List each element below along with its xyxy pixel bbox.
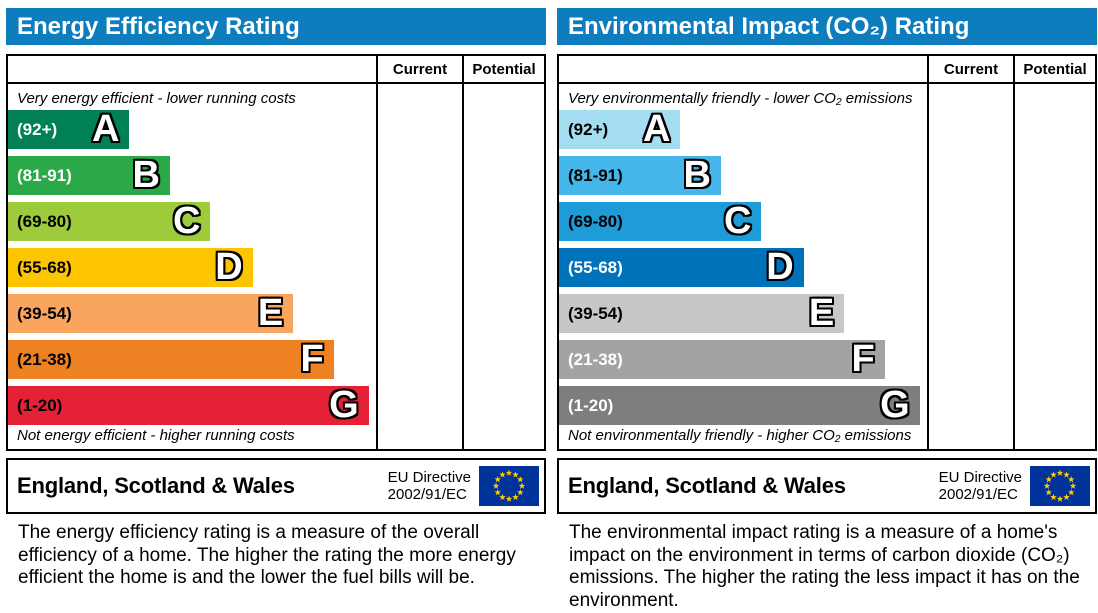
potential-column-header: Potential	[462, 56, 544, 82]
rating-band-g: (1-20) G	[8, 386, 369, 425]
environmental-bottom-caption: Not environmentally friendly - higher CO…	[568, 427, 912, 444]
band-range-label: (81-91)	[568, 165, 623, 185]
environmental-band-chart: Very environmentally friendly - lower CO…	[559, 84, 927, 449]
eu-directive-label: EU Directive 2002/91/EC	[388, 469, 471, 504]
rating-band-c: (69-80) C	[559, 200, 762, 242]
table-corner-cell	[559, 56, 927, 82]
band-letter: C	[723, 200, 752, 242]
environmental-top-caption: Very environmentally friendly - lower CO…	[568, 90, 913, 107]
energy-efficiency-panel: Energy Efficiency Rating Current Potenti…	[6, 8, 546, 612]
rating-band-e: (39-54) E	[559, 292, 845, 334]
energy-potential-value-cell	[462, 84, 544, 449]
band-range-label: (21-38)	[17, 349, 72, 369]
band-range-label: (69-80)	[17, 211, 72, 231]
energy-region-footer: England, Scotland & Wales EU Directive 2…	[6, 458, 546, 514]
eu-directive-line2: 2002/91/EC	[938, 486, 1018, 503]
eu-flag-svg	[479, 466, 539, 506]
eu-directive-line1: EU Directive	[387, 468, 471, 486]
potential-column-header: Potential	[1013, 56, 1095, 82]
rating-band-a: (92+) A	[559, 108, 681, 150]
environmental-potential-value-cell	[1013, 84, 1095, 449]
rating-band-a: (92+) A	[8, 108, 130, 150]
eu-directive-line2: 2002/91/EC	[387, 486, 467, 503]
environmental-rating-bands: (92+) A (81-91) B (69-80) C (55-68) D (3…	[559, 110, 927, 425]
eu-directive-label: EU Directive 2002/91/EC	[939, 469, 1022, 504]
band-letter: A	[91, 108, 120, 150]
energy-table-header-row: Current Potential	[8, 56, 544, 84]
eu-flag-svg	[1030, 466, 1090, 506]
rating-band-e: (39-54) E	[8, 292, 294, 334]
band-letter: A	[642, 108, 671, 150]
band-range-label: (39-54)	[568, 303, 623, 323]
environmental-table-body: Very environmentally friendly - lower CO…	[559, 84, 1095, 449]
energy-current-value-cell	[376, 84, 462, 449]
band-letter: C	[172, 200, 201, 242]
rating-band-f: (21-38) F	[559, 340, 885, 379]
energy-description-text: The energy efficiency rating is a measur…	[18, 522, 516, 588]
environmental-table-header-row: Current Potential	[559, 56, 1095, 84]
band-range-label: (1-20)	[568, 395, 614, 415]
table-corner-cell	[8, 56, 376, 82]
band-letter: B	[683, 154, 711, 196]
environmental-rating-table: Current Potential Very environmentally f…	[557, 54, 1097, 451]
band-range-label: (69-80)	[568, 211, 623, 231]
rating-band-f: (21-38) F	[8, 340, 334, 379]
band-range-label: (92+)	[568, 119, 609, 139]
band-letter: E	[257, 292, 284, 334]
region-label: England, Scotland & Wales	[17, 473, 295, 498]
environmental-panel-title: Environmental Impact (CO₂) Rating	[557, 8, 1097, 45]
rating-band-b: (81-91) B	[559, 156, 721, 195]
current-column-header: Current	[376, 56, 462, 82]
rating-band-g: (1-20) G	[559, 386, 920, 425]
rating-band-b: (81-91) B	[8, 156, 170, 195]
band-letter: G	[880, 384, 910, 426]
energy-bottom-caption: Not energy efficient - higher running co…	[17, 427, 295, 444]
rating-band-d: (55-68) D	[559, 248, 804, 287]
eu-flag-icon	[1030, 466, 1090, 506]
energy-rating-table: Current Potential Very energy efficient …	[6, 54, 546, 451]
band-range-label: (21-38)	[568, 349, 623, 369]
band-range-label: (81-91)	[17, 165, 72, 185]
energy-panel-title: Energy Efficiency Rating	[6, 8, 546, 45]
band-letter: E	[808, 292, 835, 334]
energy-top-caption: Very energy efficient - lower running co…	[17, 90, 296, 107]
rating-band-c: (69-80) C	[8, 200, 211, 242]
band-range-label: (55-68)	[17, 257, 72, 277]
current-column-header: Current	[927, 56, 1013, 82]
band-letter: F	[300, 338, 324, 380]
band-letter: D	[766, 246, 794, 288]
band-letter: F	[851, 338, 875, 380]
band-letter: D	[215, 246, 243, 288]
energy-band-chart: Very energy efficient - lower running co…	[8, 84, 376, 449]
band-range-label: (39-54)	[17, 303, 72, 323]
band-letter: B	[132, 154, 160, 196]
eu-flag-icon	[479, 466, 539, 506]
eu-directive-line1: EU Directive	[938, 468, 1022, 486]
energy-rating-bands: (92+) A (81-91) B (69-80) C (55-68) D (3…	[8, 110, 376, 425]
environmental-impact-panel: Environmental Impact (CO₂) Rating Curren…	[557, 8, 1097, 612]
band-letter: G	[329, 384, 359, 426]
environmental-description-text: The environmental impact rating is a mea…	[569, 522, 1080, 611]
band-range-label: (92+)	[17, 119, 58, 139]
region-label: England, Scotland & Wales	[568, 473, 846, 498]
band-range-label: (1-20)	[17, 395, 63, 415]
band-range-label: (55-68)	[568, 257, 623, 277]
environmental-region-footer: England, Scotland & Wales EU Directive 2…	[557, 458, 1097, 514]
rating-band-d: (55-68) D	[8, 248, 253, 287]
energy-table-body: Very energy efficient - lower running co…	[8, 84, 544, 449]
environmental-current-value-cell	[927, 84, 1013, 449]
